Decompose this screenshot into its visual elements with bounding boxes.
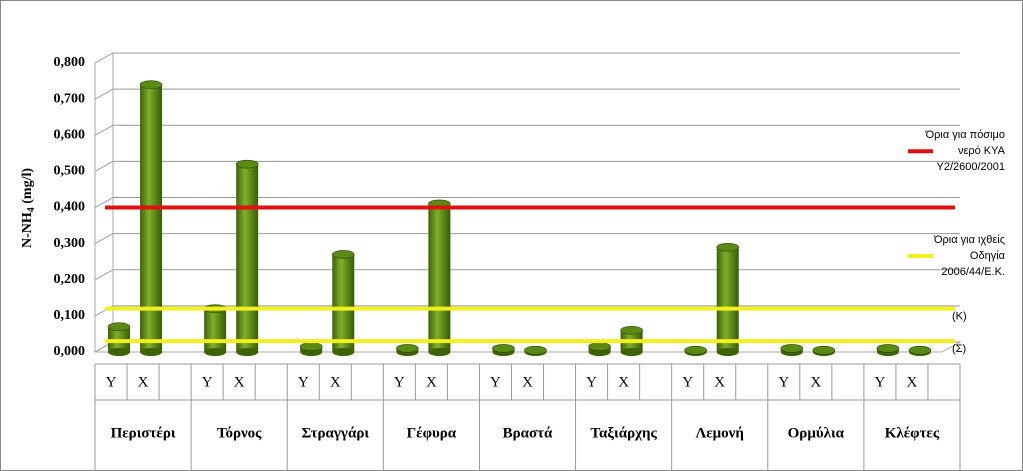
- x-subcategory-label: Χ: [714, 374, 725, 390]
- grid-line: [94, 305, 960, 317]
- grid-line: [94, 269, 960, 281]
- bar-top: [139, 80, 163, 89]
- bar-top: [396, 344, 419, 353]
- x-subcategory-label: Υ: [106, 374, 117, 390]
- bar: [332, 254, 355, 352]
- x-category-label: Λεμονή: [696, 425, 744, 441]
- y-axis-label: N-NH4 (mg/l): [20, 168, 37, 248]
- bar-top: [492, 344, 515, 353]
- bar-top: [876, 344, 900, 353]
- y-tick-label: 0,400: [54, 200, 86, 215]
- bar-base: [716, 348, 739, 356]
- x-subcategory-label: Υ: [586, 374, 597, 390]
- bar-top: [780, 344, 804, 353]
- x-subcategory-label: Χ: [330, 374, 341, 390]
- y-tick-label: 0,000: [54, 344, 86, 359]
- x-category-label: Γέφυρα: [407, 425, 457, 441]
- y-tick-label: 0,700: [54, 91, 86, 106]
- bar-top: [716, 242, 740, 252]
- x-subcategory-label: Υ: [778, 374, 789, 390]
- x-subcategory-label: Χ: [138, 374, 149, 390]
- bar: [716, 247, 739, 352]
- legend-text: Οδηγία: [970, 250, 1006, 262]
- bar-top: [524, 345, 547, 355]
- bar-base: [428, 348, 451, 356]
- y-label-part: (mg/l): [20, 168, 35, 208]
- x-subcategory-label: Χ: [618, 374, 629, 390]
- bar-base: [236, 348, 259, 356]
- bar-top: [812, 345, 836, 355]
- bar: [236, 164, 259, 352]
- legend-text: Υ2/2600/2001: [936, 161, 1005, 173]
- y-tick-label: 0,500: [54, 164, 86, 179]
- bar-base: [332, 348, 355, 356]
- reference-label: (Κ): [952, 311, 967, 323]
- x-subcategory-label: Χ: [522, 374, 533, 390]
- x-subcategory-label: Χ: [426, 374, 437, 390]
- grid-line: [94, 88, 960, 100]
- bar-top: [299, 342, 323, 351]
- y-tick-label: 0,300: [54, 236, 86, 251]
- legend-text: Όρια για ιχθείς: [933, 234, 1005, 246]
- x-subcategory-label: Υ: [202, 374, 213, 390]
- x-subcategory-label: Υ: [298, 374, 309, 390]
- bar-top: [684, 345, 707, 355]
- bar-base: [108, 348, 131, 356]
- x-category-label: Τόρνος: [217, 425, 262, 441]
- grid-line: [94, 52, 960, 64]
- grid-line: [94, 124, 960, 136]
- bar-top: [235, 159, 259, 169]
- x-subcategory-label: Χ: [234, 374, 245, 390]
- x-subcategory-label: Υ: [394, 374, 405, 390]
- grid-line: [94, 197, 960, 208]
- x-category-label: Ορμύλια: [788, 425, 845, 441]
- bar-base: [620, 348, 643, 356]
- bar-base: [140, 348, 163, 356]
- y-label-part: N-NH: [20, 212, 35, 248]
- legend-text: 2006/44/Ε.Κ.: [941, 266, 1005, 278]
- x-category-label: Βραστά: [503, 425, 553, 441]
- grid-line: [94, 233, 960, 245]
- x-subcategory-label: Χ: [810, 374, 821, 390]
- legend-text: Όρια για πόσιμο: [925, 129, 1005, 141]
- x-subcategory-label: Υ: [874, 374, 885, 390]
- y-tick-label: 0,600: [54, 127, 86, 142]
- grid-line: [94, 160, 960, 172]
- bar-top: [331, 250, 355, 259]
- x-subcategory-label: Χ: [907, 374, 918, 390]
- y-tick-label: 0,800: [54, 55, 86, 70]
- reference-label: (Σ): [952, 343, 966, 355]
- bar-top: [107, 322, 131, 332]
- bar: [428, 203, 451, 352]
- bar: [140, 84, 163, 353]
- x-subcategory-label: Υ: [490, 374, 501, 390]
- bar-top: [588, 342, 611, 351]
- y-label-sub: 4: [26, 207, 37, 212]
- legend-text: νερό ΚΥΑ: [958, 145, 1006, 157]
- bar-top: [620, 326, 643, 335]
- x-category-label: Στραγγάρι: [302, 425, 370, 441]
- x-subcategory-label: Υ: [682, 374, 693, 390]
- bar-top: [908, 345, 932, 355]
- bar-base: [204, 348, 227, 356]
- y-tick-label: 0,200: [54, 272, 86, 287]
- bar: [204, 308, 227, 352]
- x-category-label: Ταξιάρχης: [590, 425, 657, 441]
- x-category-label: Περιστέρι: [111, 425, 176, 441]
- y-tick-label: 0,100: [54, 308, 86, 323]
- x-category-label: Κλέφτες: [885, 425, 940, 441]
